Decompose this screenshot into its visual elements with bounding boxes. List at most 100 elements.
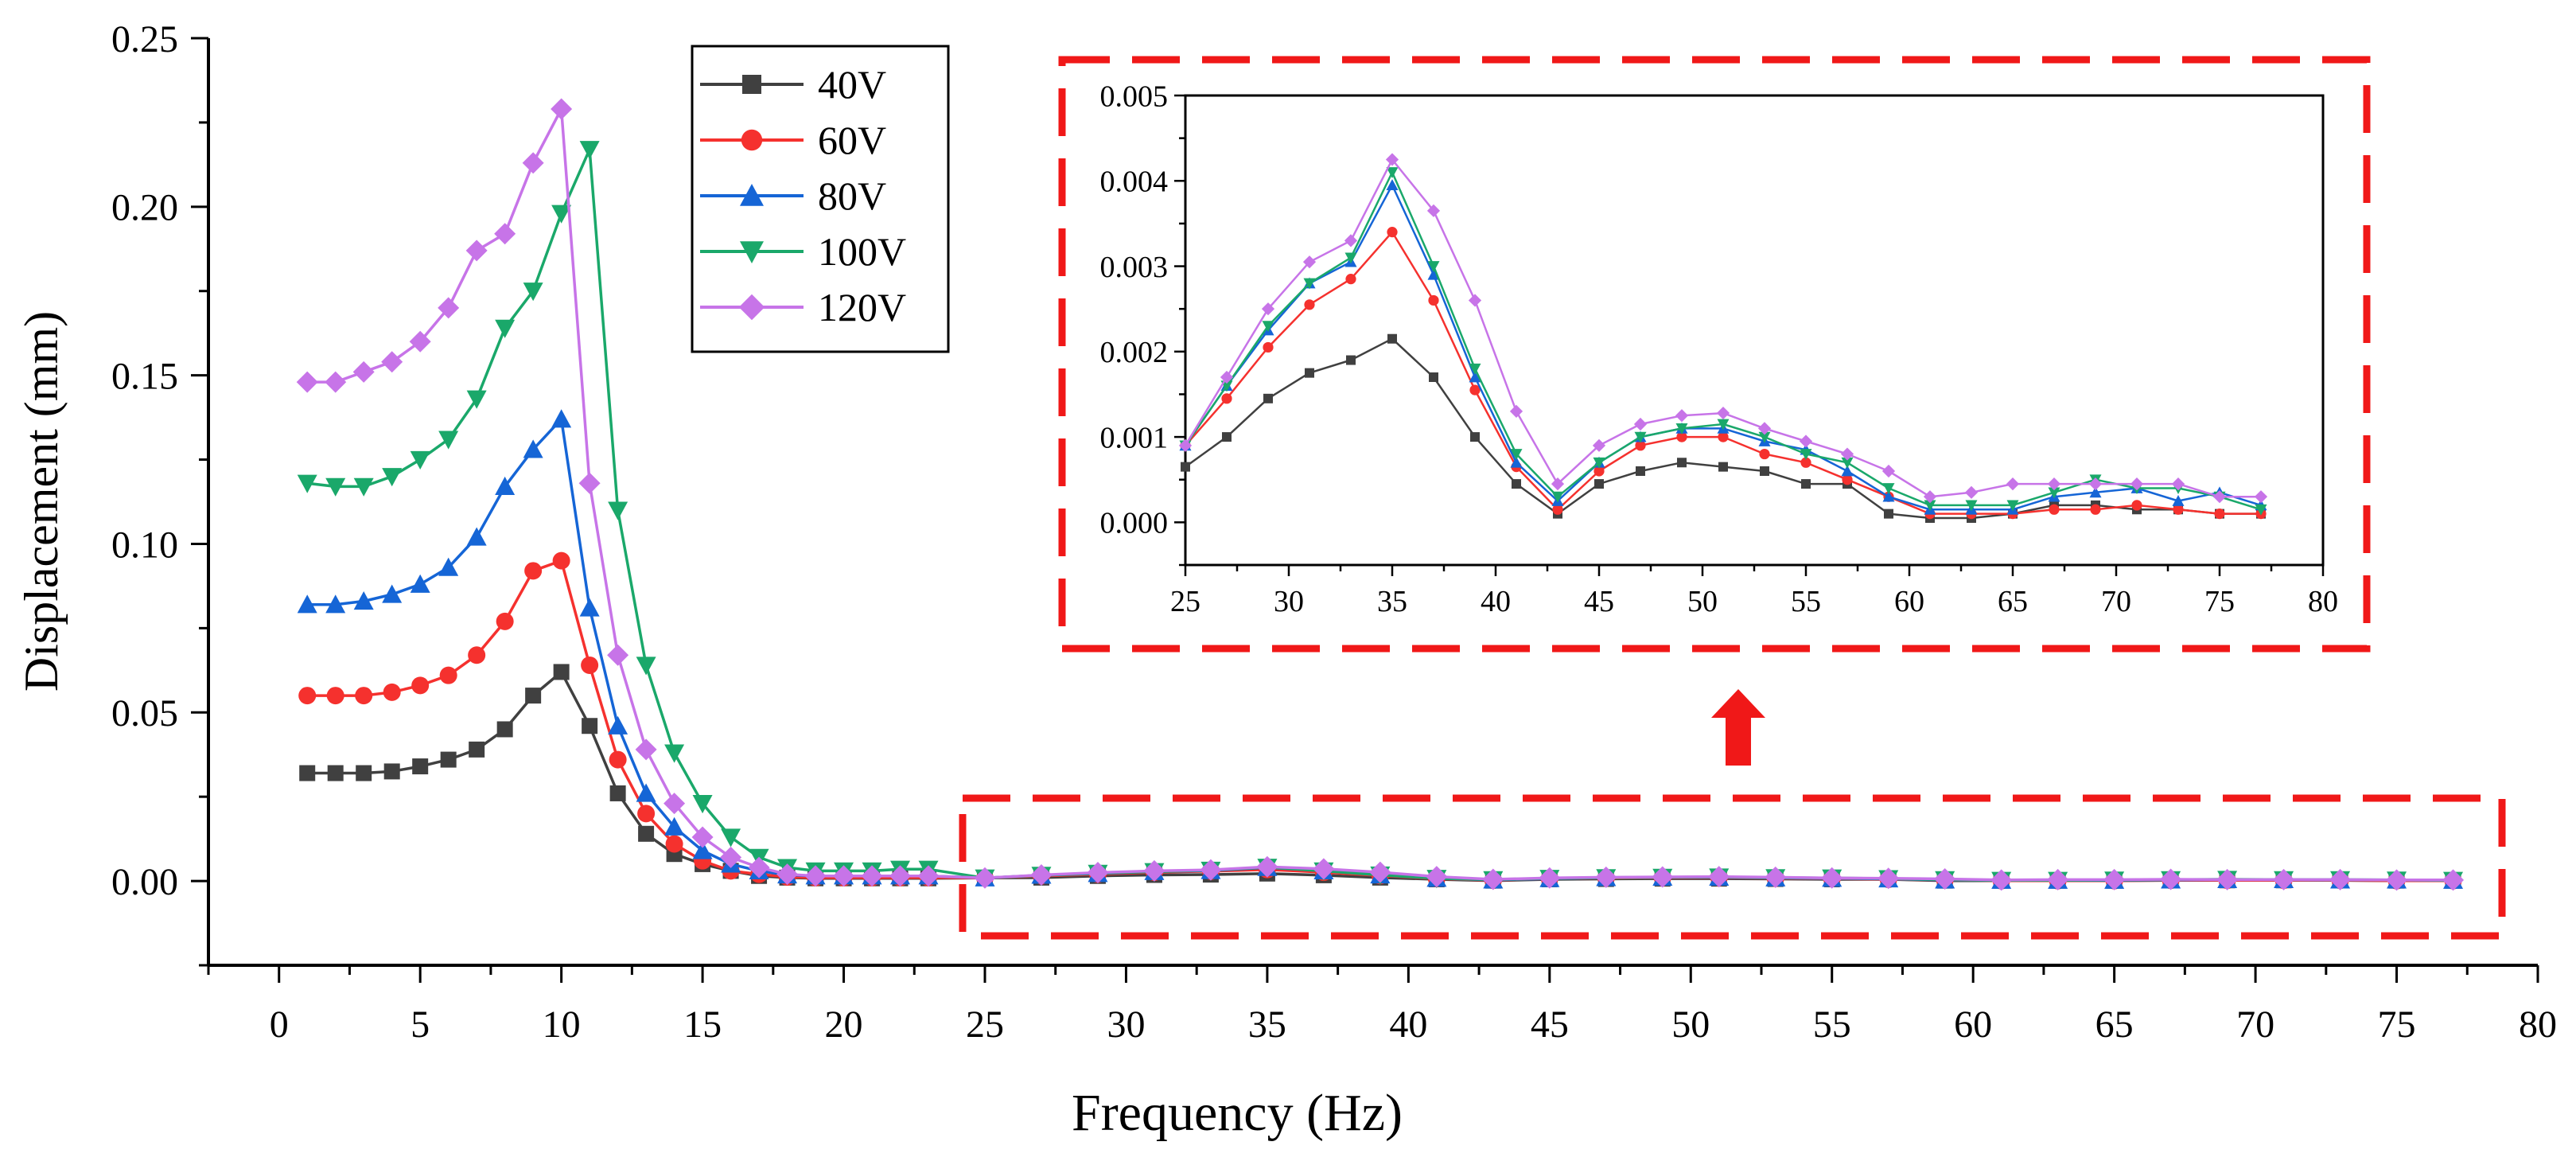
main-point-80V xyxy=(382,584,403,603)
inset-point-40V xyxy=(1677,458,1687,468)
main-x-tick-label: 25 xyxy=(966,1003,1004,1046)
main-x-tick-label: 40 xyxy=(1389,1003,1427,1046)
inset-point-100V xyxy=(1262,321,1274,333)
inset-x-tick-label: 30 xyxy=(1274,585,1304,618)
legend-label: 60V xyxy=(818,118,886,162)
main-point-80V xyxy=(297,594,317,614)
main-point-120V xyxy=(748,856,770,879)
main-point-120V xyxy=(1087,862,1109,883)
legend-label: 100V xyxy=(818,229,906,274)
main-point-100V xyxy=(410,450,430,470)
main-point-100V xyxy=(692,795,713,814)
main-point-120V xyxy=(1482,868,1504,890)
main-y-tick-label: 0.25 xyxy=(111,18,178,60)
main-y-tick-label: 0.00 xyxy=(111,861,178,903)
legend-marker xyxy=(741,129,763,151)
inset-point-80V xyxy=(1469,371,1481,383)
inset-point-60V xyxy=(1842,474,1853,485)
legend-item-100V: 100V xyxy=(700,229,906,274)
inset-point-80V xyxy=(1841,465,1854,477)
main-x-tick-label: 5 xyxy=(411,1003,430,1046)
main-point-100V xyxy=(353,477,374,497)
inset-series-120V xyxy=(1178,153,2268,504)
main-point-80V xyxy=(664,816,685,836)
legend-frame xyxy=(691,45,950,353)
main-x-tick-label: 45 xyxy=(1531,1003,1569,1046)
main-point-120V xyxy=(1595,866,1617,888)
main-y-tick-label: 0.20 xyxy=(111,187,178,229)
main-point-120V xyxy=(833,865,855,887)
main-point-120V xyxy=(861,865,883,887)
inset-point-120V xyxy=(2171,477,2185,491)
inset-point-120V xyxy=(1426,204,1441,217)
inset-point-40V xyxy=(1263,393,1273,403)
inset-y-tick-label: 0.000 xyxy=(1100,507,1169,540)
main-point-120V xyxy=(381,351,403,373)
main-point-120V xyxy=(409,330,431,353)
inset-point-100V xyxy=(1717,419,1730,431)
inset-point-60V xyxy=(1800,457,1811,468)
inset-point-60V xyxy=(2214,509,2225,520)
inset-point-60V xyxy=(1718,431,1729,442)
inset-point-100V xyxy=(1303,278,1316,290)
main-point-120V xyxy=(494,223,516,245)
main-point-120V xyxy=(720,846,742,868)
inset-point-80V xyxy=(1510,456,1523,468)
main-point-120V xyxy=(2047,868,2069,890)
main-point-120V xyxy=(522,152,544,174)
main-point-120V xyxy=(889,865,912,887)
main-point-40V xyxy=(553,664,570,680)
inset-point-100V xyxy=(1882,483,1895,494)
y-axis-title: Displacement (mm) xyxy=(15,311,68,692)
main-point-80V xyxy=(495,476,516,496)
legend-marker xyxy=(740,241,764,263)
main-point-100V xyxy=(325,477,346,497)
legend-item-80V: 80V xyxy=(700,173,886,218)
main-point-100V xyxy=(495,319,516,338)
main-x-tick-label: 15 xyxy=(683,1003,722,1046)
inset-point-100V xyxy=(1675,423,1688,434)
inset-point-40V xyxy=(1512,479,1521,489)
main-y-tick-label: 0.15 xyxy=(111,355,178,397)
main-point-120V xyxy=(1821,867,1843,889)
main-point-120V xyxy=(691,826,714,848)
inset-point-80V xyxy=(2089,486,2102,498)
inset-point-60V xyxy=(1759,448,1770,460)
inset-x-tick-label: 60 xyxy=(1894,585,1924,618)
main-point-60V xyxy=(411,676,430,695)
inset-point-100V xyxy=(2006,500,2019,512)
main-point-40V xyxy=(525,688,542,704)
inset-x-tick-label: 80 xyxy=(2308,585,2338,618)
main-point-120V xyxy=(2442,869,2465,891)
main-point-80V xyxy=(410,574,430,593)
inset-point-40V xyxy=(1346,355,1356,365)
main-point-120V xyxy=(663,793,686,815)
main-point-40V xyxy=(582,718,598,735)
inset-x-tick-label: 35 xyxy=(1377,585,1407,618)
inset-point-60V xyxy=(2090,504,2101,515)
main-point-40V xyxy=(638,825,655,842)
inset-point-60V xyxy=(1635,440,1646,451)
main-point-60V xyxy=(665,835,683,853)
inset-point-120V xyxy=(1261,302,1275,316)
inset-x-tick-label: 75 xyxy=(2204,585,2235,618)
main-point-100V xyxy=(664,744,685,763)
main-point-40V xyxy=(299,765,316,781)
main-point-120V xyxy=(578,472,601,494)
inset-x-tick-label: 45 xyxy=(1584,585,1614,618)
inset-point-120V xyxy=(2130,477,2144,491)
inset-point-120V xyxy=(1220,370,1234,384)
main-point-120V xyxy=(2216,868,2239,890)
main-point-60V xyxy=(468,646,486,664)
main-point-40V xyxy=(609,785,626,801)
main-x-tick-label: 80 xyxy=(2519,1003,2557,1046)
main-point-80V xyxy=(523,439,543,458)
inset-point-40V xyxy=(1594,479,1604,489)
main-point-60V xyxy=(326,687,344,705)
inset-x-tick-label: 50 xyxy=(1687,585,1718,618)
inset-point-100V xyxy=(1469,363,1481,375)
main-point-80V xyxy=(551,409,572,428)
inset-x-tick-label: 70 xyxy=(2101,585,2131,618)
main-x-tick-label: 30 xyxy=(1107,1003,1145,1046)
